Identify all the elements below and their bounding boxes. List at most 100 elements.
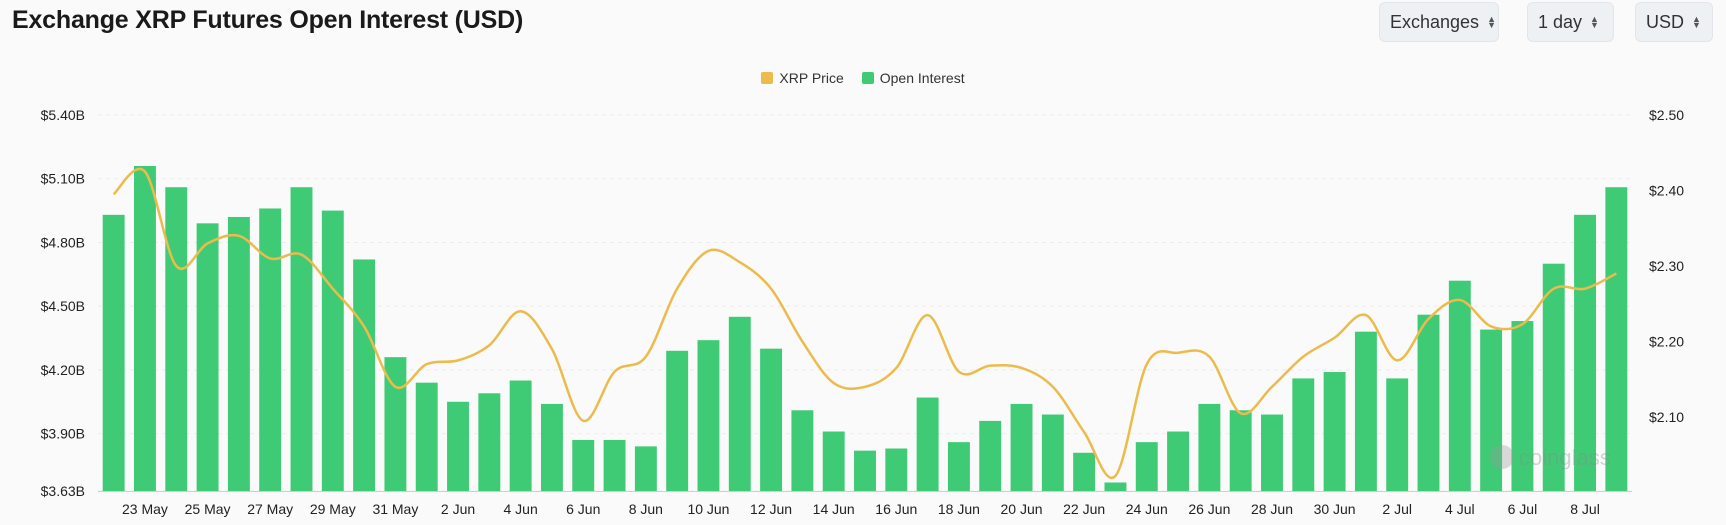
open-interest-bar bbox=[134, 165, 156, 492]
chevron-updown-icon: ▲ ▼ bbox=[1590, 14, 1599, 30]
coinglass-logo-icon bbox=[1490, 445, 1514, 469]
open-interest-bar bbox=[1229, 410, 1252, 491]
open-interest-bar bbox=[791, 410, 814, 491]
open-interest-bar bbox=[979, 420, 1002, 491]
open-interest-bar bbox=[728, 316, 751, 491]
x-tick-label: 31 May bbox=[372, 501, 418, 517]
legend-item-open-interest[interactable]: Open Interest bbox=[861, 70, 965, 86]
chevron-updown-icon: ▲ ▼ bbox=[1692, 14, 1701, 30]
x-axis: 23 May 25 May 27 May 29 May 31 May 2 Jun 4 Jun… bbox=[98, 491, 1632, 517]
legend-swatch-open-interest bbox=[861, 72, 874, 84]
open-interest-bar bbox=[1480, 329, 1503, 491]
open-interest-bar bbox=[540, 403, 563, 491]
interval-select-label: 1 day bbox=[1538, 11, 1583, 32]
open-interest-bar bbox=[353, 259, 376, 491]
open-interest-bar bbox=[1073, 452, 1096, 491]
x-tick-label: 30 Jun bbox=[1314, 501, 1356, 517]
x-tick-label: 28 Jun bbox=[1251, 501, 1293, 517]
open-interest-bar bbox=[1261, 414, 1283, 491]
x-tick-label: 22 Jun bbox=[1063, 501, 1105, 517]
legend-swatch-xrp-price bbox=[761, 72, 774, 84]
y-right-tick-label: $2.10 bbox=[1649, 409, 1684, 425]
legend-item-xrp-price[interactable]: XRP Price bbox=[761, 70, 844, 86]
open-interest-bar bbox=[1167, 431, 1190, 491]
currency-select[interactable]: USD ▲ ▼ bbox=[1635, 2, 1713, 42]
x-tick-label: 4 Jun bbox=[504, 501, 538, 517]
open-interest-bar bbox=[634, 446, 657, 491]
x-tick-label: 6 Jun bbox=[566, 501, 600, 517]
x-tick-label: 27 May bbox=[247, 501, 293, 517]
y-left-tick-label: $3.90B bbox=[41, 426, 85, 442]
open-interest-bar bbox=[1386, 378, 1409, 491]
y-left-tick-label: $4.50B bbox=[41, 298, 85, 314]
x-tick-label: 25 May bbox=[185, 501, 231, 517]
coinglass-watermark: coinglass bbox=[1490, 445, 1611, 470]
open-interest-bar bbox=[822, 431, 845, 491]
legend-label-xrp-price: XRP Price bbox=[779, 70, 844, 86]
open-interest-bar bbox=[478, 393, 501, 491]
chart-header: Exchange XRP Futures Open Interest (USD)… bbox=[0, 0, 1726, 48]
y-right-tick-label: $2.40 bbox=[1649, 183, 1684, 199]
xrp-price-line bbox=[112, 167, 1617, 480]
x-tick-label: 29 May bbox=[310, 501, 356, 517]
x-tick-label: 16 Jun bbox=[875, 501, 917, 517]
y-right-tick-label: $2.30 bbox=[1649, 258, 1684, 274]
x-tick-label: 8 Jul bbox=[1570, 501, 1600, 517]
open-interest-bar bbox=[196, 223, 219, 491]
x-tick-label: 12 Jun bbox=[750, 501, 792, 517]
open-interest-bar bbox=[102, 214, 125, 492]
x-tick-label: 20 Jun bbox=[1001, 501, 1043, 517]
open-interest-bar bbox=[415, 382, 438, 491]
exchanges-select[interactable]: Exchanges ▲ ▼ bbox=[1379, 2, 1499, 42]
open-interest-bar bbox=[227, 216, 250, 491]
open-interest-bar bbox=[1542, 263, 1565, 491]
open-interest-bar bbox=[1448, 280, 1471, 491]
open-interest-bar bbox=[1511, 321, 1534, 491]
y-right-tick-label: $2.20 bbox=[1649, 334, 1684, 350]
y-axis-right: $2.50 $2.40 $2.30 $2.20 $2.10 bbox=[1649, 107, 1684, 425]
y-left-tick-label: $3.63B bbox=[41, 483, 85, 499]
y-left-tick-label: $5.40B bbox=[41, 107, 85, 123]
y-axis-left: $5.40B $5.10B $4.80B $4.50B $4.20B $3.90B $3.6… bbox=[41, 107, 85, 499]
open-interest-bar bbox=[1135, 442, 1158, 491]
open-interest-bar bbox=[697, 340, 720, 491]
interval-select[interactable]: 1 day ▲ ▼ bbox=[1527, 2, 1614, 42]
y-left-tick-label: $4.20B bbox=[41, 362, 85, 378]
open-interest-bar bbox=[290, 187, 313, 491]
open-interest-bar bbox=[1104, 482, 1127, 491]
open-interest-bar bbox=[165, 187, 188, 491]
open-interest-bar bbox=[447, 401, 469, 491]
chevron-updown-icon: ▲ ▼ bbox=[1487, 14, 1496, 30]
chart-legend: XRP Price Open Interest bbox=[0, 70, 1726, 86]
x-tick-label: 8 Jun bbox=[629, 501, 663, 517]
y-left-tick-label: $4.80B bbox=[41, 234, 85, 250]
open-interest-bar bbox=[259, 208, 282, 491]
x-tick-label: 2 Jul bbox=[1382, 501, 1412, 517]
open-interest-bar bbox=[1198, 403, 1221, 491]
open-interest-bar bbox=[760, 348, 783, 491]
x-tick-label: 18 Jun bbox=[938, 501, 980, 517]
page-title: Exchange XRP Futures Open Interest (USD) bbox=[12, 6, 524, 34]
x-tick-label: 2 Jun bbox=[441, 501, 475, 517]
x-tick-label: 10 Jun bbox=[687, 501, 729, 517]
x-tick-label: 4 Jul bbox=[1445, 501, 1475, 517]
open-interest-bar bbox=[572, 440, 595, 491]
legend-label-open-interest: Open Interest bbox=[879, 70, 965, 86]
y-left-tick-label: $5.10B bbox=[41, 171, 85, 187]
open-interest-bar bbox=[1323, 372, 1346, 491]
open-interest-bar bbox=[1010, 403, 1033, 491]
coinglass-watermark-text: coinglass bbox=[1519, 445, 1611, 470]
open-interest-bar bbox=[1354, 331, 1377, 491]
open-interest-bar bbox=[916, 397, 939, 491]
open-interest-bar bbox=[947, 442, 970, 491]
open-interest-bar bbox=[1041, 414, 1064, 491]
open-interest-bar bbox=[1574, 214, 1596, 492]
open-interest-bar bbox=[1417, 314, 1440, 491]
open-interest-bar bbox=[854, 450, 876, 491]
x-tick-label: 14 Jun bbox=[813, 501, 855, 517]
xrp-price-series-line bbox=[112, 167, 1617, 480]
open-interest-bar bbox=[603, 440, 626, 491]
x-tick-label: 23 May bbox=[122, 501, 168, 517]
open-interest-bars bbox=[102, 165, 1628, 492]
